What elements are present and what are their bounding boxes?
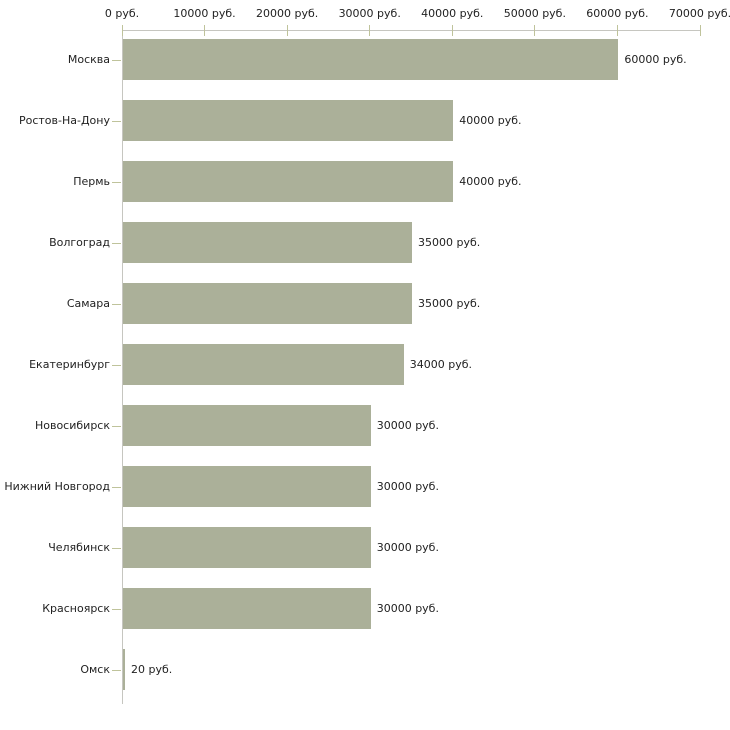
value-label: 35000 руб.	[418, 236, 481, 249]
x-axis-tick-mark	[286, 25, 288, 36]
value-label: 35000 руб.	[418, 297, 481, 310]
x-axis-tick-label: 40000 руб.	[421, 7, 484, 20]
x-axis-tick-mark	[534, 25, 536, 36]
y-axis-tick-mark	[112, 425, 121, 427]
value-label: 60000 руб.	[624, 53, 687, 66]
x-axis-line	[122, 30, 701, 31]
bar	[123, 100, 454, 141]
value-label: 30000 руб.	[376, 419, 439, 432]
value-label: 30000 руб.	[376, 480, 439, 493]
y-axis-tick-mark	[112, 59, 121, 61]
y-axis-tick-mark	[112, 303, 121, 305]
x-axis-tick-mark	[616, 25, 618, 36]
category-label: Москва	[67, 53, 110, 66]
value-label: 40000 руб.	[459, 175, 522, 188]
category-label: Самара	[66, 297, 110, 310]
y-axis-tick-mark	[112, 547, 121, 549]
y-axis-tick-mark	[112, 120, 121, 122]
category-label: Нижний Новгород	[4, 480, 110, 493]
x-axis-tick-mark	[451, 25, 453, 36]
x-axis-tick-label: 20000 руб.	[256, 7, 319, 20]
value-label: 30000 руб.	[376, 602, 439, 615]
category-label: Пермь	[73, 175, 110, 188]
y-axis-tick-mark	[112, 486, 121, 488]
bar	[123, 161, 454, 202]
bar	[123, 405, 371, 446]
bar	[123, 466, 371, 507]
y-axis-tick-mark	[112, 181, 121, 183]
bar	[123, 649, 125, 690]
x-axis-tick-label: 50000 руб.	[503, 7, 566, 20]
bar	[123, 222, 412, 263]
x-axis-tick-mark	[369, 25, 371, 36]
category-label: Челябинск	[48, 541, 110, 554]
category-label: Екатеринбург	[29, 358, 110, 371]
y-axis-tick-mark	[112, 364, 121, 366]
category-label: Омск	[80, 663, 110, 676]
y-axis-tick-mark	[112, 608, 121, 610]
bar	[123, 588, 371, 629]
value-label: 20 руб.	[131, 663, 173, 676]
value-label: 30000 руб.	[376, 541, 439, 554]
x-axis-tick-mark	[204, 25, 206, 36]
x-axis-tick-label: 70000 руб.	[668, 7, 730, 20]
y-axis-tick-mark	[112, 242, 121, 244]
value-label: 34000 руб.	[409, 358, 472, 371]
plot-area: 60000 руб. 40000 руб. 40000 руб. 35000 руб.…	[121, 25, 701, 704]
bar	[123, 39, 619, 80]
x-axis-tick-label: 10000 руб.	[173, 7, 236, 20]
x-axis-tick-mark	[121, 25, 123, 36]
bar	[123, 527, 371, 568]
bar	[123, 344, 404, 385]
category-label: Ростов-На-Дону	[18, 114, 110, 127]
category-label: Красноярск	[42, 602, 110, 615]
value-label: 40000 руб.	[459, 114, 522, 127]
category-label: Новосибирск	[34, 419, 110, 432]
x-axis-tick-label: 60000 руб.	[586, 7, 649, 20]
x-axis-tick-mark	[699, 25, 701, 36]
y-axis-line	[122, 30, 123, 704]
x-axis-tick-label: 30000 руб.	[338, 7, 401, 20]
x-axis-tick-label: 0 руб.	[104, 7, 140, 20]
bar	[123, 283, 412, 324]
category-label: Волгоград	[49, 236, 110, 249]
y-axis-tick-mark	[112, 669, 121, 671]
